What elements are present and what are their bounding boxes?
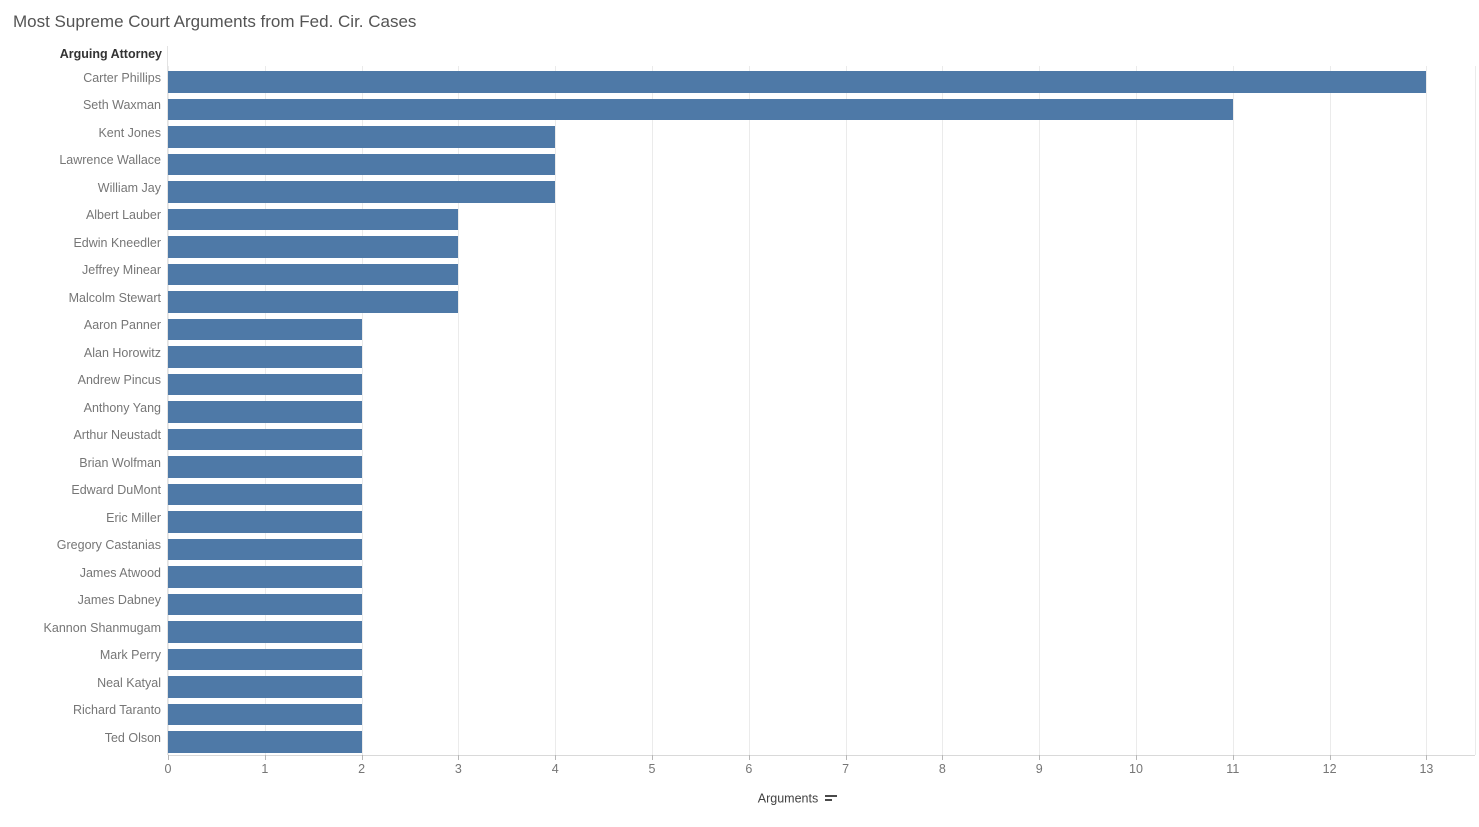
row-header-arguing-attorney: Arguing Attorney [59,47,162,61]
tick-mark [652,755,653,760]
row-label[interactable]: Kannon Shanmugam [43,620,161,635]
gridline [1329,66,1331,755]
bar[interactable] [168,153,556,175]
tick-label: 8 [938,762,946,776]
bar[interactable] [168,98,1233,120]
gridline [1039,66,1041,755]
tick-label: 2 [358,762,366,776]
tick-label: 10 [1129,762,1143,776]
tick-mark [555,755,557,760]
row-label[interactable]: Ted Olson [104,730,161,745]
row-label[interactable]: Jeffrey Minear [82,263,161,277]
bar[interactable] [168,373,362,395]
bar[interactable] [168,126,556,148]
row-label[interactable]: Edward DuMont [71,483,161,497]
x-axis-label-group[interactable]: Arguments [168,791,1427,806]
bar[interactable] [168,71,1427,93]
bar[interactable] [168,181,556,203]
row-label[interactable]: Carter Phillips [83,70,161,85]
tick-mark [1039,755,1041,760]
gridline [555,66,557,755]
chart-title: Most Supreme Court Arguments from Fed. C… [13,12,417,31]
row-label[interactable]: Lawrence Wallace [59,153,161,167]
tick-label: 5 [648,762,656,776]
gridline [942,66,944,755]
bar[interactable] [168,456,362,478]
row-label[interactable]: Kent Jones [98,125,161,140]
tick-label: 1 [261,762,269,776]
tick-mark [748,755,750,760]
gridline [1136,66,1137,755]
bar[interactable] [168,676,362,698]
row-label[interactable]: Arthur Neustadt [73,428,161,442]
tick-mark [1426,755,1428,760]
bar[interactable] [168,566,362,588]
pane-right-border [1474,66,1476,755]
x-axis-line [168,755,1475,756]
tick-label: 12 [1322,762,1337,776]
row-label[interactable]: Gregory Castanias [56,538,161,552]
x-axis-label[interactable]: Arguments [757,791,819,806]
tick-mark [1232,755,1234,760]
gridline [361,66,363,755]
row-label[interactable]: Neal Katyal [97,675,161,690]
gridline [1232,66,1234,755]
bar[interactable] [168,401,362,423]
bar[interactable] [168,648,362,670]
row-label[interactable]: James Atwood [79,565,161,580]
row-label[interactable]: Albert Lauber [85,208,161,222]
bar[interactable] [168,318,362,340]
tick-label: 13 [1419,762,1434,776]
tick-mark [942,755,944,760]
gridline [1426,66,1428,755]
row-label[interactable]: Brian Wolfman [79,455,161,470]
sort-descending-icon[interactable] [825,794,838,803]
tick-label: 3 [454,762,462,776]
row-label[interactable]: Richard Taranto [72,703,161,717]
tick-mark [264,755,266,760]
bar[interactable] [168,593,362,615]
bar[interactable] [168,703,362,725]
row-label[interactable]: James Dabney [77,593,161,607]
tick-mark [361,755,363,760]
gridline [748,66,750,755]
tick-label: 6 [745,762,753,776]
gridline [845,66,847,755]
row-label[interactable]: Mark Perry [99,648,161,662]
tick-mark [168,755,169,760]
row-label[interactable]: Seth Waxman [82,98,161,112]
tick-label: 4 [551,762,559,776]
bar[interactable] [168,621,362,643]
bar[interactable] [168,208,459,230]
bar[interactable] [168,236,459,258]
tick-label: 9 [1035,762,1043,776]
bar[interactable] [168,263,459,285]
bar[interactable] [168,511,362,533]
gridline [652,66,653,755]
tick-label: 0 [164,762,172,776]
gridline [458,66,460,755]
bar[interactable] [168,538,362,560]
bar[interactable] [168,483,362,505]
bar[interactable] [168,731,362,753]
row-label[interactable]: Eric Miller [106,510,161,525]
bar[interactable] [168,428,362,450]
row-label[interactable]: Alan Horowitz [83,345,161,360]
row-label[interactable]: William Jay [97,180,161,195]
bar[interactable] [168,346,362,368]
tick-label: 7 [842,762,850,776]
tick-mark [1329,755,1331,760]
row-label[interactable]: Andrew Pincus [77,373,161,387]
row-label[interactable]: Edwin Kneedler [73,235,161,250]
row-label[interactable]: Aaron Panner [83,318,161,332]
row-label[interactable]: Malcolm Stewart [68,290,161,305]
tick-label: 11 [1226,762,1240,776]
row-label[interactable]: Anthony Yang [83,400,161,415]
tick-mark [1136,755,1137,760]
tick-mark [845,755,847,760]
bar[interactable] [168,291,459,313]
pane-left-divider [167,46,168,755]
tick-mark [458,755,460,760]
